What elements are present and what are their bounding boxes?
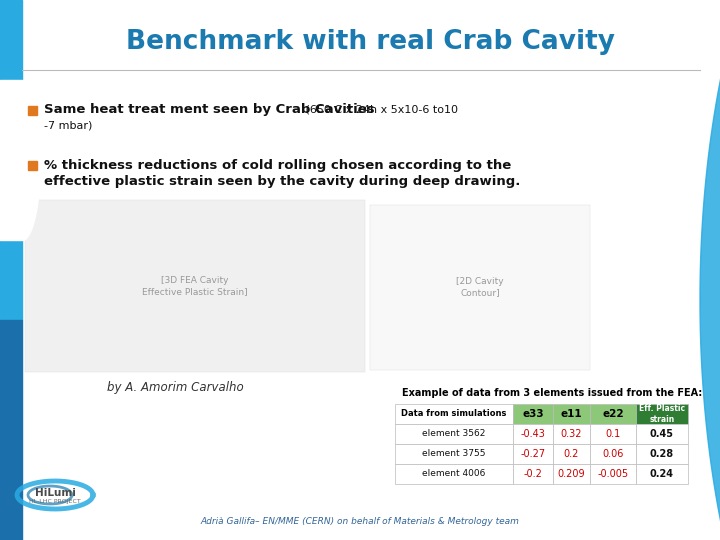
Bar xyxy=(0,0,22,320)
Bar xyxy=(636,444,688,464)
Bar xyxy=(636,404,688,424)
Bar xyxy=(513,444,553,464)
Bar xyxy=(28,105,37,114)
Text: element 3755: element 3755 xyxy=(422,449,486,458)
Text: 0.2: 0.2 xyxy=(564,449,579,459)
Bar xyxy=(636,424,688,444)
Bar xyxy=(28,160,37,170)
Bar xyxy=(513,404,553,424)
Bar xyxy=(553,444,590,464)
Polygon shape xyxy=(700,0,720,540)
Text: 0.209: 0.209 xyxy=(558,469,585,479)
Bar xyxy=(395,424,513,444)
Text: -0.005: -0.005 xyxy=(598,469,629,479)
Text: 0.45: 0.45 xyxy=(650,429,674,439)
Text: 0.1: 0.1 xyxy=(606,429,621,439)
Bar xyxy=(513,464,553,484)
Text: (650 C x 24h x 5x10-6 to10: (650 C x 24h x 5x10-6 to10 xyxy=(302,105,458,115)
Bar xyxy=(590,404,636,424)
Text: % thickness reductions of cold rolling chosen according to the: % thickness reductions of cold rolling c… xyxy=(44,159,511,172)
Text: -7 mbar): -7 mbar) xyxy=(44,121,92,131)
Text: -0.43: -0.43 xyxy=(521,429,546,439)
Bar xyxy=(636,464,688,484)
Bar xyxy=(590,464,636,484)
Bar xyxy=(395,404,513,424)
Text: -0.2: -0.2 xyxy=(523,469,542,479)
Text: [3D FEA Cavity
Effective Plastic Strain]: [3D FEA Cavity Effective Plastic Strain] xyxy=(142,276,248,296)
Text: element 3562: element 3562 xyxy=(423,429,486,438)
Bar xyxy=(370,205,590,370)
Text: HL·LHC PROJECT: HL·LHC PROJECT xyxy=(29,500,81,504)
Bar xyxy=(0,320,22,540)
Text: Data from simulations: Data from simulations xyxy=(401,409,507,418)
Bar xyxy=(395,464,513,484)
Bar xyxy=(553,464,590,484)
Text: 0.06: 0.06 xyxy=(603,449,624,459)
Bar xyxy=(513,424,553,444)
Text: [2D Cavity
Contour]: [2D Cavity Contour] xyxy=(456,278,504,296)
Text: Eff. Plastic
strain: Eff. Plastic strain xyxy=(639,404,685,424)
Text: e33: e33 xyxy=(522,409,544,419)
Bar xyxy=(590,424,636,444)
Text: -0.27: -0.27 xyxy=(521,449,546,459)
Bar xyxy=(553,404,590,424)
Text: 0.24: 0.24 xyxy=(650,469,674,479)
Text: 0.28: 0.28 xyxy=(650,449,674,459)
Text: Adrià Gallifa– EN/MME (CERN) on behalf of Materials & Metrology team: Adrià Gallifa– EN/MME (CERN) on behalf o… xyxy=(201,517,519,526)
Text: Example of data from 3 elements issued from the FEA:: Example of data from 3 elements issued f… xyxy=(402,388,702,398)
Text: by A. Amorim Carvalho: by A. Amorim Carvalho xyxy=(107,381,243,395)
Text: 0.32: 0.32 xyxy=(561,429,582,439)
Text: effective plastic strain seen by the cavity during deep drawing.: effective plastic strain seen by the cav… xyxy=(44,174,521,187)
Text: element 4006: element 4006 xyxy=(423,469,486,478)
Bar xyxy=(553,424,590,444)
Bar xyxy=(25,200,365,372)
Text: e22: e22 xyxy=(602,409,624,419)
Bar xyxy=(395,444,513,464)
Text: Same heat treat ment seen by Crab Cavities: Same heat treat ment seen by Crab Caviti… xyxy=(44,104,374,117)
Text: e11: e11 xyxy=(561,409,582,419)
Text: HiLumi: HiLumi xyxy=(35,488,76,498)
Bar xyxy=(590,444,636,464)
Text: Benchmark with real Crab Cavity: Benchmark with real Crab Cavity xyxy=(125,29,614,55)
